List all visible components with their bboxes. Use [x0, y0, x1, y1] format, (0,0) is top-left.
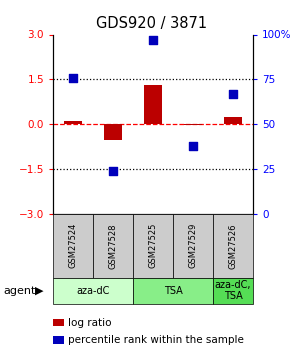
Bar	[144, 85, 162, 124]
Text: agent: agent	[3, 286, 35, 296]
Text: GSM27526: GSM27526	[228, 223, 238, 268]
Text: GSM27524: GSM27524	[68, 223, 78, 268]
Bar	[184, 124, 202, 125]
Text: aza-dC,
TSA: aza-dC, TSA	[215, 280, 251, 302]
Text: GSM27525: GSM27525	[148, 223, 158, 268]
Text: GDS920 / 3871: GDS920 / 3871	[96, 16, 207, 30]
Bar	[224, 117, 242, 124]
Bar	[64, 121, 82, 124]
Text: GSM27529: GSM27529	[188, 223, 198, 268]
Text: ▶: ▶	[35, 286, 44, 296]
Point	[151, 37, 155, 43]
Text: percentile rank within the sample: percentile rank within the sample	[68, 335, 244, 345]
Text: GSM27528: GSM27528	[108, 223, 118, 268]
Text: log ratio: log ratio	[68, 318, 112, 327]
Point	[111, 168, 115, 174]
Point	[71, 75, 75, 80]
Point	[231, 91, 235, 97]
Point	[191, 143, 195, 148]
Text: aza-dC: aza-dC	[76, 286, 110, 296]
Text: TSA: TSA	[164, 286, 182, 296]
Bar	[104, 124, 122, 140]
